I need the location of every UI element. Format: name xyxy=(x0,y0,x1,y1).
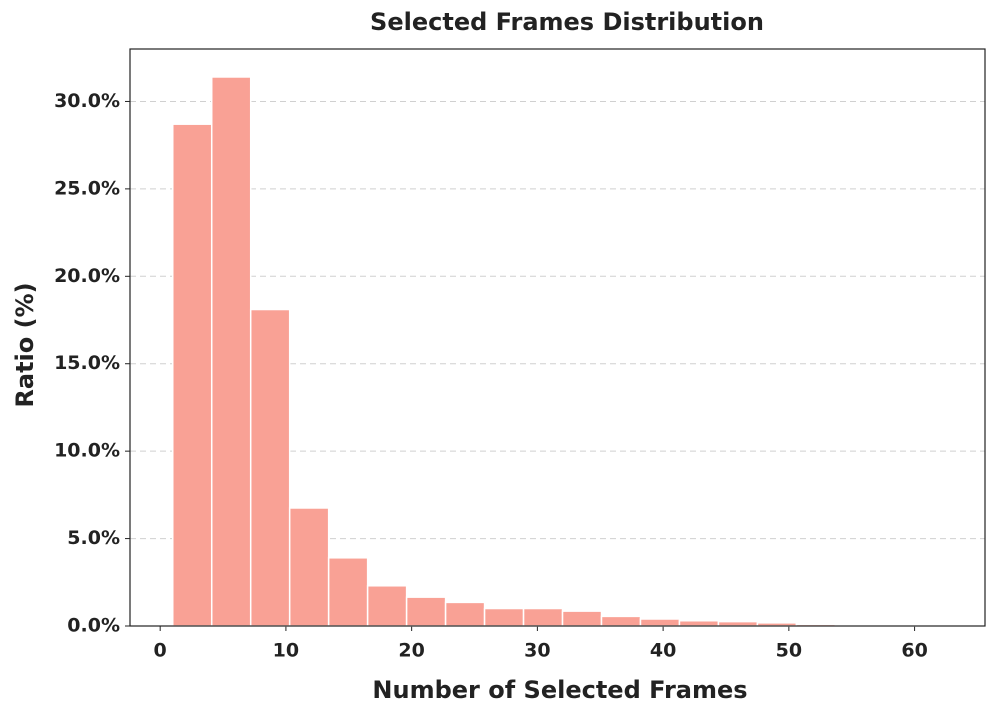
x-tick-label: 10 xyxy=(273,640,299,662)
x-tick-label: 50 xyxy=(776,640,802,662)
y-tick-label: 10.0% xyxy=(54,440,120,462)
bar xyxy=(444,601,486,627)
y-tick-label: 15.0% xyxy=(54,352,120,374)
chart-title: Selected Frames Distribution xyxy=(370,8,764,36)
bar xyxy=(717,620,759,627)
bar xyxy=(483,607,525,627)
plot-frame xyxy=(129,48,986,627)
y-axis-label: Ratio (%) xyxy=(11,282,39,407)
bar xyxy=(366,585,408,627)
y-tick-label: 30.0% xyxy=(54,90,120,112)
y-tick-label: 0.0% xyxy=(67,615,120,637)
bar xyxy=(522,607,564,627)
bar xyxy=(210,76,252,627)
x-tick-label: 60 xyxy=(901,640,927,662)
bar xyxy=(561,610,603,627)
bar xyxy=(405,596,447,627)
x-tick-label: 30 xyxy=(524,640,550,662)
x-tick-label: 40 xyxy=(650,640,676,662)
x-tick-label: 0 xyxy=(154,640,167,662)
bar xyxy=(172,123,213,627)
y-tick-label: 20.0% xyxy=(54,265,120,287)
bar xyxy=(678,620,720,627)
y-tick-label: 25.0% xyxy=(54,177,120,199)
bar xyxy=(288,507,330,627)
bar xyxy=(639,618,681,627)
bar xyxy=(249,308,291,627)
x-axis-label: Number of Selected Frames xyxy=(372,676,747,704)
y-tick-label: 5.0% xyxy=(67,527,120,549)
x-tick-label: 20 xyxy=(398,640,424,662)
bar xyxy=(600,615,642,627)
bar xyxy=(327,557,369,627)
